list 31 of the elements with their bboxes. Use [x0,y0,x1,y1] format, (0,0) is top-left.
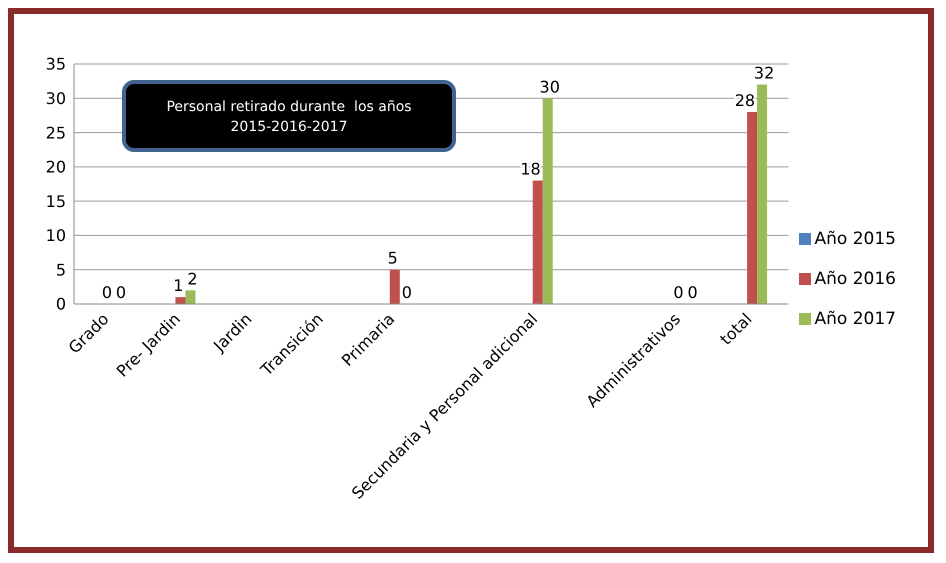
title-box: Personal retirado durante los años 2015-2016-2017 [122,80,456,152]
data-label: 0 [116,283,126,302]
data-label: 2 [187,269,198,288]
y-tick-label: 5 [56,260,66,280]
bar [747,112,758,304]
data-label: 0 [673,283,684,302]
data-label: 18 [520,160,541,179]
data-label: 32 [754,64,774,83]
bar [757,84,768,304]
data-label: 0 [688,283,698,302]
data-label: 0 [402,283,412,302]
data-label: 28 [734,91,756,110]
data-label: 30 [540,77,560,96]
bar [532,180,543,304]
y-tick-label: 35 [46,54,66,74]
y-tick-label: 25 [46,123,66,142]
bar [390,270,400,304]
bar [185,290,196,304]
y-tick-label: 0 [56,294,66,314]
legend-label: Año 2015 [814,229,896,249]
y-tick-label: 20 [46,158,66,177]
bar [542,98,553,304]
legend-label: Año 2016 [814,269,896,289]
data-label: 1 [173,276,184,296]
data-label: 5 [388,248,398,268]
bar [175,297,186,304]
legend-label: Año 2017 [814,309,896,329]
y-tick-label: 15 [46,192,66,211]
y-tick-label: 30 [46,88,66,108]
data-label: 0 [102,283,112,302]
y-tick-label: 10 [46,226,66,246]
